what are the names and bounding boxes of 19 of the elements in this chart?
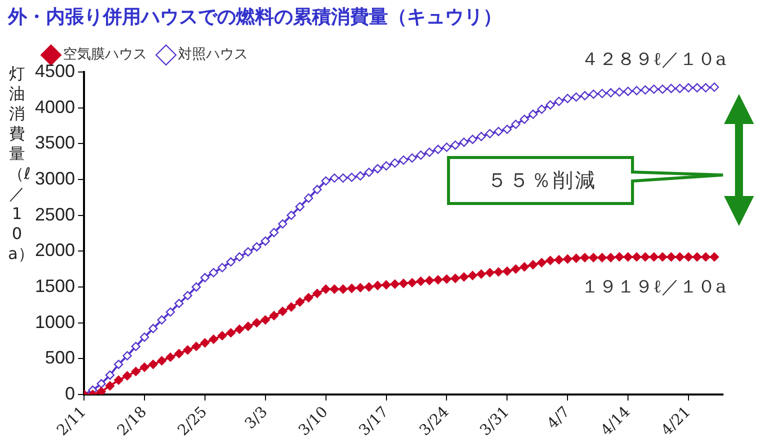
y-tick-label: 2500	[34, 204, 76, 224]
annotation: ５５％削減	[486, 166, 598, 194]
text: 灯油消費量（ℓ／10a）	[8, 64, 34, 263]
y-tick-label: 1000	[34, 312, 76, 332]
y-tick-label: 3500	[34, 132, 76, 153]
x-tick-label: 3/3	[241, 402, 271, 432]
legend-label: 対照ハウス	[178, 46, 248, 63]
y-tick-label: 1500	[34, 276, 76, 296]
annotation: １９１９ℓ／１０a	[581, 276, 727, 298]
annotation: ４２８９ℓ／１０a	[581, 48, 727, 70]
legend-label: 空気膜ハウス	[63, 46, 147, 63]
y-tick-label: 4000	[34, 96, 76, 117]
y-tick-label: 4500	[34, 60, 76, 81]
y-tick-label: 0	[65, 383, 76, 404]
y-tick-label: 2000	[34, 240, 76, 260]
chart-title: 外・内張り併用ハウスでの燃料の累積消費量（キュウリ）	[8, 5, 502, 30]
x-tick-label: 4/7	[543, 402, 574, 432]
y-tick-label: 3000	[34, 168, 76, 188]
y-tick-label: 500	[44, 348, 76, 368]
